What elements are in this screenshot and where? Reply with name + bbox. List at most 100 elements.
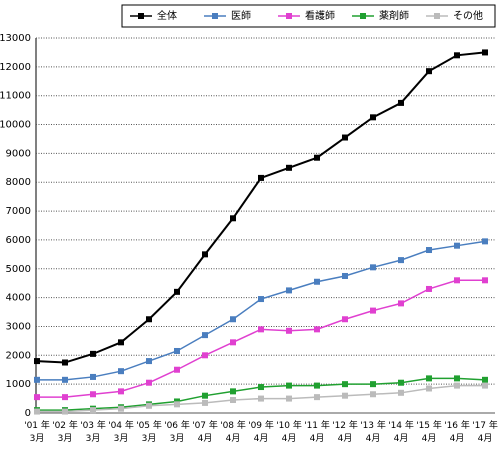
y-tick-label: 9000 (6, 148, 31, 159)
point (230, 397, 236, 404)
point (286, 327, 292, 334)
legend-label: 薬剤師 (379, 9, 409, 22)
legend-label: 全体 (157, 9, 177, 22)
point (314, 278, 320, 285)
point (258, 296, 264, 303)
x-tick-label: '10 年 4月 (276, 421, 302, 444)
legend-marker (286, 13, 292, 19)
point (370, 114, 376, 121)
point (146, 316, 152, 323)
legend-marker (434, 13, 440, 19)
x-tick-label: '02 年 3月 (52, 421, 78, 444)
point (370, 307, 376, 314)
point (118, 388, 124, 395)
point (62, 408, 68, 415)
y-tick-label: 2000 (6, 350, 31, 361)
y-tick-label: 12000 (0, 62, 31, 73)
y-tick-label: 10000 (0, 120, 31, 131)
point (90, 373, 96, 380)
x-tick-label: '03 年 3月 (80, 421, 106, 444)
point (34, 376, 40, 383)
point (174, 288, 180, 295)
point (398, 389, 404, 396)
point (118, 368, 124, 375)
point (426, 68, 432, 75)
point (258, 174, 264, 181)
point (426, 385, 432, 392)
point (370, 391, 376, 398)
x-tick-label: '06 年 3月 (164, 421, 190, 444)
point (202, 399, 208, 406)
point (62, 359, 68, 366)
point (454, 277, 460, 284)
point (454, 382, 460, 389)
point (426, 285, 432, 292)
point (34, 408, 40, 415)
point (398, 300, 404, 307)
point (118, 339, 124, 346)
point (482, 49, 488, 56)
y-tick-label: 11000 (0, 91, 31, 102)
point (146, 402, 152, 409)
x-tick-label: '15 年 4月 (416, 421, 442, 444)
point (342, 272, 348, 279)
y-tick-label: 1000 (6, 379, 31, 390)
point (202, 392, 208, 399)
point (146, 358, 152, 365)
legend-label: 看護師 (305, 9, 335, 22)
point (398, 99, 404, 106)
point (482, 277, 488, 284)
y-tick-label: 13000 (0, 33, 31, 44)
point (90, 407, 96, 414)
point (482, 382, 488, 389)
series-line (36, 51, 486, 364)
x-tick-label: '11 年 4月 (304, 421, 330, 444)
point (62, 394, 68, 401)
point (426, 247, 432, 254)
legend-label: 医師 (231, 9, 251, 22)
y-tick-label: 6000 (6, 235, 31, 246)
x-tick-label: '04 年 3月 (108, 421, 134, 444)
point (454, 242, 460, 249)
x-tick-label: '12 年 4月 (332, 421, 358, 444)
point (90, 350, 96, 357)
point (286, 164, 292, 171)
legend-marker (212, 13, 218, 19)
point (286, 395, 292, 402)
legend-marker (138, 13, 144, 19)
y-tick-label: 3000 (6, 321, 31, 332)
point (314, 154, 320, 161)
point (146, 379, 152, 386)
point (370, 381, 376, 388)
y-tick-label: 7000 (6, 206, 31, 217)
x-tick-label: '07 年 4月 (192, 421, 218, 444)
point (314, 326, 320, 333)
point (230, 388, 236, 395)
point (370, 264, 376, 271)
y-tick-label: 0 (25, 408, 31, 419)
point (342, 381, 348, 388)
point (202, 352, 208, 359)
legend-label: その他 (453, 9, 483, 22)
point (314, 382, 320, 389)
point (258, 326, 264, 333)
x-tick-label: '05 年 3月 (136, 421, 162, 444)
point (230, 215, 236, 222)
x-tick-label: '08 年 4月 (220, 421, 246, 444)
series-line (37, 240, 486, 381)
point (90, 391, 96, 398)
x-tick-label: '14 年 4月 (388, 421, 414, 444)
point (258, 395, 264, 402)
series-line (37, 377, 486, 411)
legend-marker (360, 13, 366, 19)
point (314, 394, 320, 401)
x-tick-label: '13 年 4月 (360, 421, 386, 444)
x-tick-label: '09 年 4月 (248, 421, 274, 444)
point (398, 257, 404, 264)
point (202, 332, 208, 339)
point (398, 379, 404, 386)
point (230, 339, 236, 346)
y-tick-label: 4000 (6, 293, 31, 304)
point (174, 366, 180, 373)
